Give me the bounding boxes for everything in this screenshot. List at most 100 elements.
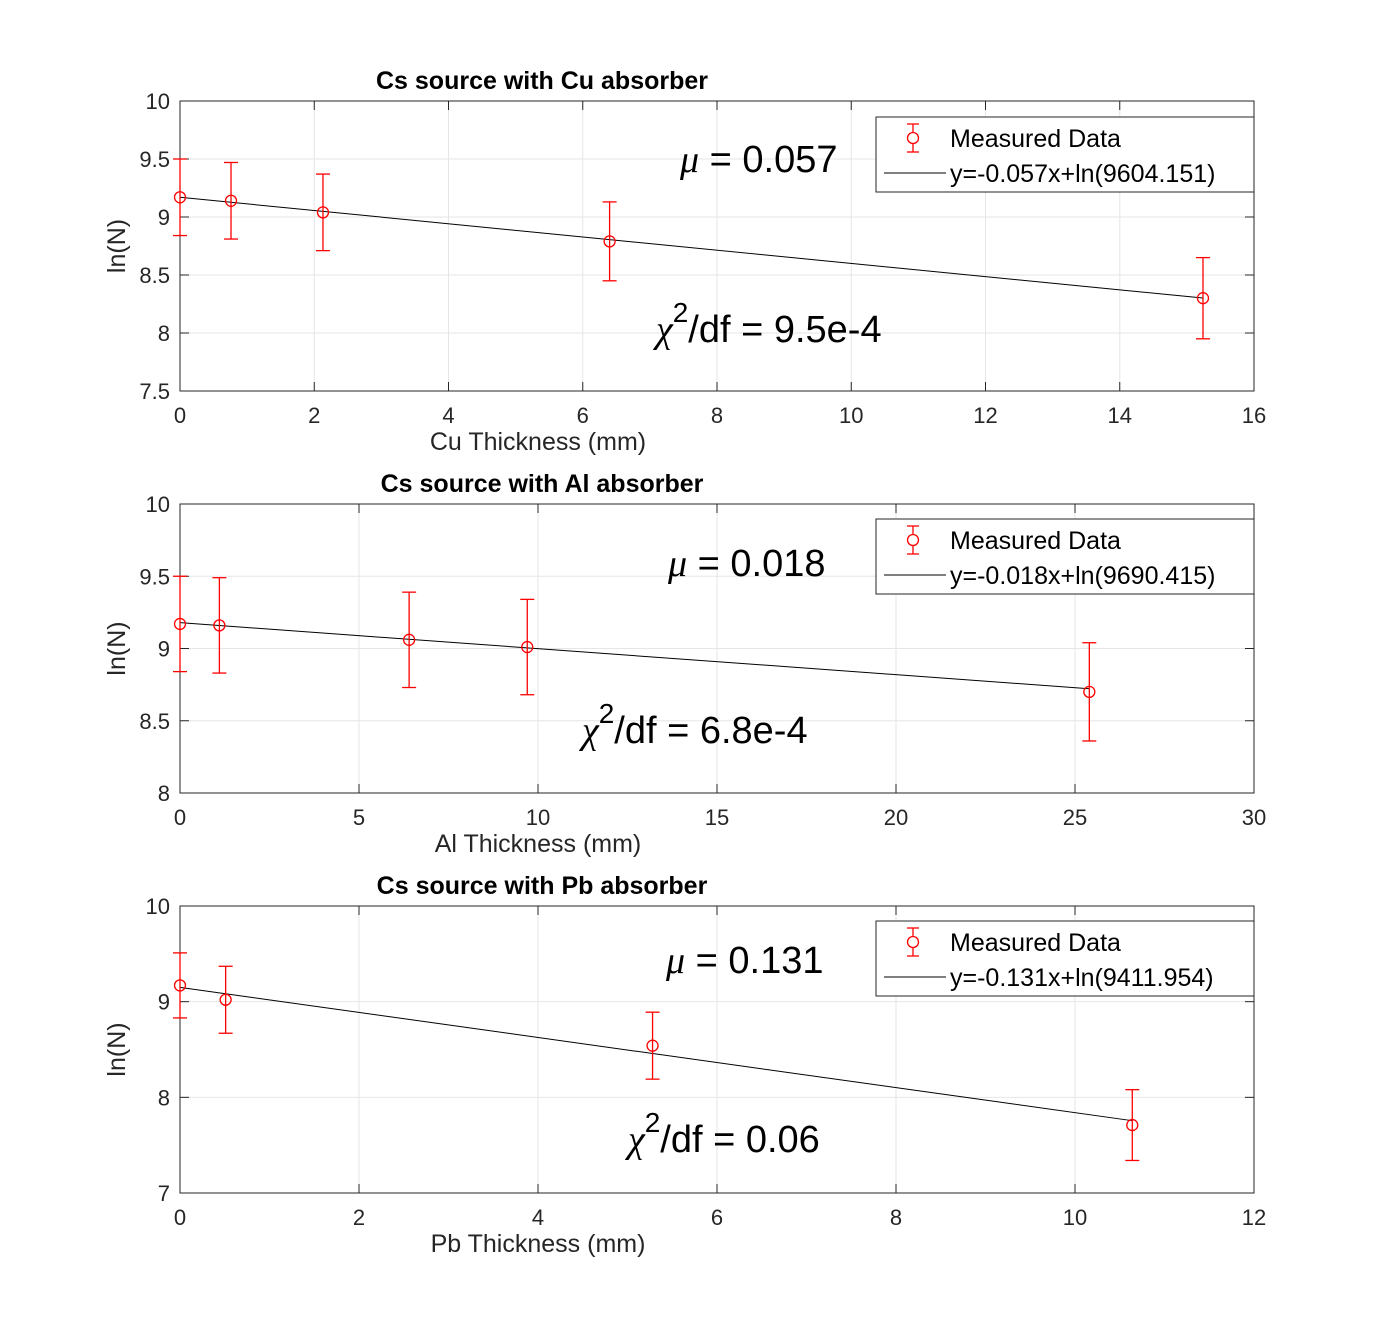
x-axis-label: Cu Thickness (mm) [430, 428, 646, 456]
y-tick-label: 9 [158, 637, 170, 662]
data-marker [224, 194, 238, 207]
chart-panel-1: 0 5 10 15 20 25 30 8 8.5 9 9.5 10 Cs source with Al … [103, 470, 1266, 858]
x-tick-label: 6 [577, 403, 589, 428]
chart-title: Cs source with Pb absorber [377, 872, 708, 900]
x-tick-label: 14 [1108, 403, 1132, 428]
data-point [602, 201, 617, 282]
data-point [173, 575, 187, 673]
x-tick-label: 10 [1063, 1205, 1087, 1230]
y-tick-label: 10 [146, 89, 170, 114]
data-marker [1126, 1118, 1139, 1132]
y-tick-label: 9.5 [139, 564, 170, 589]
data-point [645, 1011, 660, 1080]
mu-symbol: μ [665, 940, 685, 982]
legend-label-fit: y=-0.018x+ln(9690.415) [950, 562, 1215, 590]
mu-annotation: μ = 0.018 [667, 543, 825, 585]
legend-label-fit: y=-0.131x+ln(9411.954) [950, 964, 1214, 992]
data-marker [521, 640, 534, 654]
x-tick-label: 25 [1063, 805, 1087, 830]
chart-panel-0: 0 2 4 6 8 10 12 14 16 7.5 8 8.5 9 9.5 10 Cs source with… [103, 67, 1266, 456]
y-tick-label: 9.5 [139, 147, 170, 172]
legend-label-data: Measured Data [950, 527, 1121, 555]
data-point [315, 173, 330, 252]
chi-symbol: χ [652, 309, 674, 351]
x-tick-label: 4 [442, 403, 454, 428]
y-tick-label: 7.5 [139, 379, 170, 404]
legend: Measured Data y=-0.018x+ln(9690.415) [875, 518, 1255, 595]
x-tick-label: 2 [308, 403, 320, 428]
x-tick-label: 12 [1242, 1205, 1266, 1230]
x-tick-label: 10 [839, 403, 863, 428]
chi-annotation: χ2/df = 6.8e-4 [578, 698, 808, 752]
x-tick-label: 16 [1242, 403, 1266, 428]
data-point [1125, 1089, 1140, 1162]
legend-box [875, 116, 1255, 193]
mu-value: = 0.057 [699, 139, 837, 181]
x-tick-label: 8 [890, 1205, 902, 1230]
mu-annotation: μ = 0.057 [679, 139, 837, 181]
x-axis-label: Pb Thickness (mm) [431, 1230, 646, 1258]
y-tick-label: 10 [146, 894, 170, 919]
legend-label-data: Measured Data [950, 929, 1121, 957]
mu-annotation: μ = 0.131 [665, 940, 823, 982]
x-tick-label: 2 [353, 1205, 365, 1230]
chi-annotation: χ2/df = 9.5e-4 [652, 297, 882, 351]
chart-panel-2: 0 2 4 6 8 10 12 7 8 9 10 Cs source with Pb absorber… [103, 872, 1266, 1258]
data-marker [402, 633, 416, 646]
chi-superscript: 2 [645, 1107, 661, 1138]
data-marker [603, 235, 616, 248]
legend-label-data: Measured Data [950, 125, 1121, 153]
legend-marker [906, 131, 920, 145]
data-marker [1083, 685, 1096, 698]
x-tick-label: 15 [705, 805, 729, 830]
y-tick-label: 9 [158, 205, 170, 230]
data-point [224, 161, 239, 240]
y-tick-label: 10 [146, 492, 170, 517]
y-tick-label: 8.5 [139, 263, 170, 288]
chart-title: Cs source with Al absorber [381, 470, 704, 498]
data-marker [213, 619, 226, 632]
mu-symbol: μ [667, 543, 687, 585]
x-tick-label: 10 [526, 805, 550, 830]
legend-marker [906, 935, 920, 949]
chi-value: /df = 6.8e-4 [614, 710, 807, 752]
mu-symbol: μ [679, 139, 699, 181]
legend-label-fit: y=-0.057x+ln(9604.151) [950, 160, 1215, 188]
data-marker [1196, 292, 1210, 305]
data-marker [219, 993, 232, 1006]
fit-line [179, 196, 1204, 299]
y-tick-label: 8.5 [139, 709, 170, 734]
data-marker [173, 617, 187, 631]
chart-title: Cs source with Cu absorber [376, 67, 708, 95]
data-point [402, 591, 417, 689]
data-point [1082, 642, 1097, 742]
chi-symbol: χ [624, 1119, 646, 1161]
fit-line [179, 986, 1133, 1122]
fit-line [179, 622, 1090, 690]
data-marker [646, 1039, 659, 1052]
x-tick-label: 0 [174, 1205, 186, 1230]
legend-box [875, 518, 1255, 595]
legend-marker [906, 533, 920, 547]
data-marker [173, 191, 187, 204]
chi-symbol: χ [578, 710, 600, 752]
x-tick-label: 30 [1242, 805, 1266, 830]
x-axis-label: Al Thickness (mm) [435, 830, 642, 858]
data-point [218, 965, 233, 1034]
y-tick-label: 7 [158, 1181, 170, 1206]
y-tick-label: 8 [158, 1085, 170, 1110]
data-point [520, 598, 535, 696]
x-tick-label: 0 [174, 805, 186, 830]
data-point [212, 577, 227, 674]
x-tick-label: 12 [973, 403, 997, 428]
legend: Measured Data y=-0.057x+ln(9604.151) [875, 116, 1255, 193]
mu-value: = 0.018 [687, 543, 825, 585]
x-tick-label: 4 [532, 1205, 544, 1230]
y-axis-label: ln(N) [103, 1022, 131, 1076]
y-axis-label: ln(N) [103, 621, 131, 675]
legend-box [875, 920, 1255, 997]
chi-superscript: 2 [673, 297, 689, 328]
chi-value: /df = 9.5e-4 [688, 309, 881, 351]
data-marker [316, 206, 330, 219]
